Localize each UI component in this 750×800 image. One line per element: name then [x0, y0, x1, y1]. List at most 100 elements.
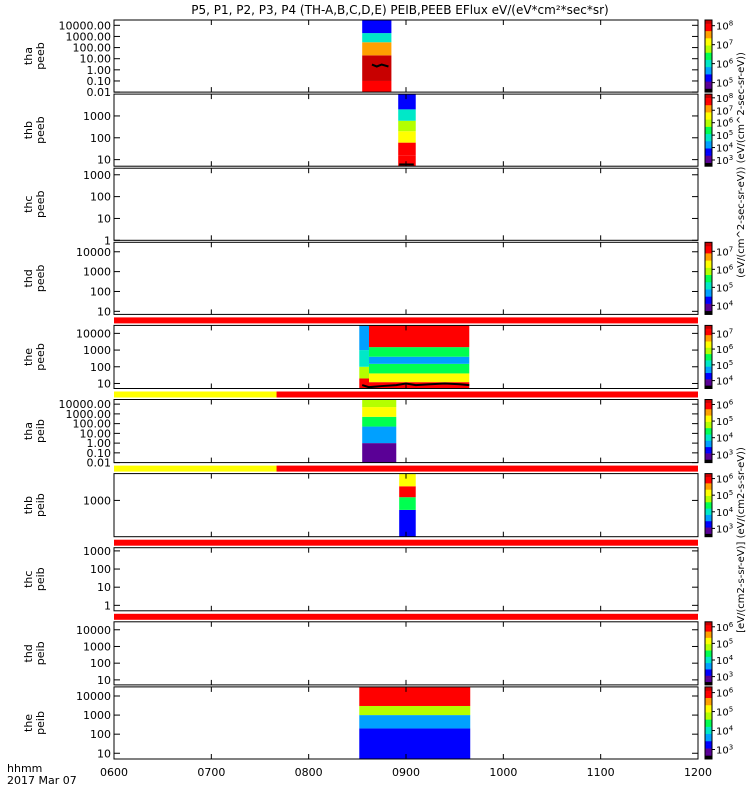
colorbar-segment	[705, 139, 712, 142]
panel-probe-label: the	[22, 348, 35, 366]
colorbar-segment	[705, 312, 712, 315]
colorbar-segment	[705, 298, 712, 301]
colorbar-segment	[705, 81, 712, 84]
colorbar-segment	[705, 448, 712, 451]
colorbar-segment	[705, 162, 712, 165]
colorbar-segment	[705, 334, 712, 337]
quality-flag-bar	[114, 539, 698, 546]
spectrogram-cell	[359, 378, 370, 389]
time-tick-label: 0900	[392, 766, 420, 779]
spectrogram-cell	[398, 120, 416, 132]
colorbar-tick-label: 108	[716, 92, 733, 105]
panel-thc-peeb: 1000 100 10 1 thc peeb	[22, 167, 699, 247]
y-tick-label: 1	[104, 234, 111, 247]
colorbar-segment	[705, 742, 712, 745]
colorbar-segment	[705, 710, 712, 713]
colorbar-segment	[705, 413, 712, 416]
colorbar-segment	[705, 84, 712, 87]
colorbar-segment	[705, 269, 712, 272]
colorbar-tick-label: 106	[716, 117, 734, 130]
time-axis-date: 2017 Mar 07	[7, 774, 77, 787]
colorbar-segment	[705, 719, 712, 722]
colorbar-segment	[705, 514, 712, 517]
colorbar-segment	[705, 52, 712, 55]
colorbar-tick-exponent: 6	[729, 117, 734, 125]
colorbar-segment	[705, 50, 712, 53]
colorbar-segment	[705, 755, 712, 758]
colorbar-segment	[705, 265, 712, 268]
colorbar-segment	[705, 476, 712, 479]
colorbar-segment	[705, 350, 712, 353]
colorbar-segment	[705, 661, 712, 664]
colorbar-segment	[705, 453, 712, 456]
colorbar-segment	[705, 721, 712, 724]
panel-frame	[113, 241, 699, 315]
colorbar-segment	[705, 349, 712, 351]
y-tick-label: 10	[97, 674, 111, 687]
colorbar-segment	[705, 733, 712, 736]
colorbar-segment	[705, 520, 712, 523]
colorbar-segment	[705, 83, 712, 86]
colorbar-segment	[705, 278, 712, 281]
time-tick-label: 0700	[197, 766, 225, 779]
y-tick-label: 10000.00	[59, 398, 112, 411]
colorbar-segment	[705, 486, 712, 489]
colorbar-segment	[705, 149, 712, 153]
colorbar-tick-label: 103	[716, 744, 733, 757]
colorbar-segment	[705, 106, 712, 109]
time-tick-label: 0600	[100, 766, 128, 779]
colorbar-segment	[705, 380, 712, 383]
panel-frame	[113, 621, 699, 686]
colorbar-segment	[705, 386, 712, 389]
colorbar-segment	[705, 475, 712, 478]
colorbar-segment	[705, 424, 712, 427]
colorbar-segment	[705, 385, 712, 388]
colorbar-segment	[705, 481, 712, 484]
colorbar-segment	[705, 294, 712, 297]
colorbar-segment	[705, 271, 712, 274]
colorbar-tick-exponent: 4	[729, 142, 734, 150]
potential-trace	[361, 382, 470, 389]
colorbar-segment	[705, 160, 712, 163]
panel-product-label: peeb	[34, 116, 47, 144]
quality-flag-bar	[114, 317, 698, 324]
panel-thb-peib: 1000 thb peib 106 105 104 103	[22, 465, 734, 538]
colorbar-segment	[705, 77, 712, 80]
colorbar-tick-label: 105	[716, 489, 733, 502]
colorbar-segment	[705, 117, 712, 120]
colorbar-segment	[705, 56, 712, 59]
spectrogram-cell	[398, 94, 416, 110]
colorbar-segment	[705, 97, 712, 100]
colorbar-tick-label: 104	[716, 299, 734, 312]
colorbar-segment	[705, 260, 712, 263]
colorbar-tick-exponent: 5	[729, 706, 733, 714]
colorbar-segment	[705, 402, 712, 405]
colorbar-segment	[705, 254, 712, 258]
y-tick-label: 100.00	[73, 42, 112, 55]
colorbar-segment	[705, 355, 712, 358]
colorbar-segment	[705, 692, 712, 695]
colorbar-segment	[705, 509, 712, 512]
colorbar-segment	[705, 427, 712, 430]
colorbar-segment	[705, 330, 712, 333]
spectrogram-cell	[362, 416, 397, 427]
colorbar-segment	[705, 375, 712, 378]
y-tick-label: 1000.00	[66, 30, 112, 43]
colorbar-segment	[705, 292, 712, 295]
quality-flag-bar	[276, 391, 698, 398]
colorbar-tick-label: 107	[716, 245, 733, 258]
colorbar-segment	[705, 287, 712, 290]
colorbar-tick-exponent: 3	[729, 154, 733, 162]
y-tick-label: 10	[97, 581, 111, 594]
colorbar-segment	[705, 342, 712, 345]
colorbar-segment	[705, 648, 712, 651]
colorbar-tick-label: 106	[716, 343, 734, 356]
y-tick-label: 1000.00	[66, 408, 112, 421]
colorbar-tick-exponent: 7	[729, 104, 733, 112]
spectrogram-cell	[399, 509, 416, 537]
colorbar-segment	[705, 130, 712, 133]
colorbar-segment	[705, 624, 712, 627]
colorbar-segment	[705, 285, 712, 288]
time-tick-label: 1000	[489, 766, 517, 779]
